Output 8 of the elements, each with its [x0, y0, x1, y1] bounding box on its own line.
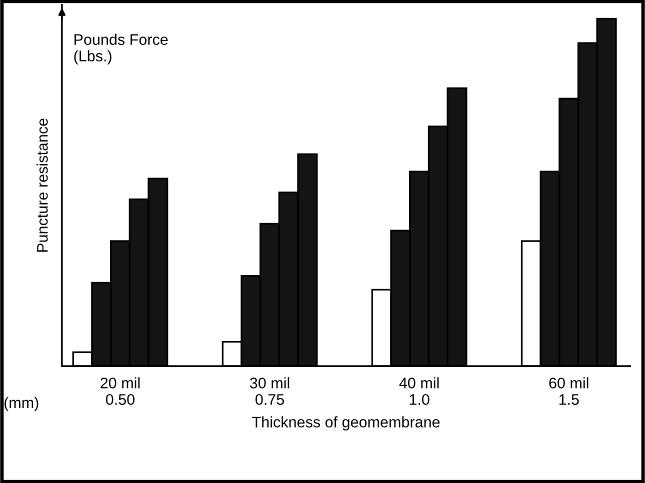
annotation: Pounds Force (Lbs.)	[74, 34, 168, 64]
x-tick-label: 30 mil 0.75	[250, 377, 290, 405]
x-tick-label: 60 mil 1.5	[549, 377, 588, 405]
y-axis-title: Puncture resistance	[36, 118, 48, 252]
x-tick-label: 20 mil 0.50	[100, 377, 140, 405]
x-axis-title: Thickness of geomembrane	[252, 416, 440, 430]
x-tick-label: 40 mil 1.0	[399, 377, 439, 405]
text: (mm)	[4, 396, 38, 412]
